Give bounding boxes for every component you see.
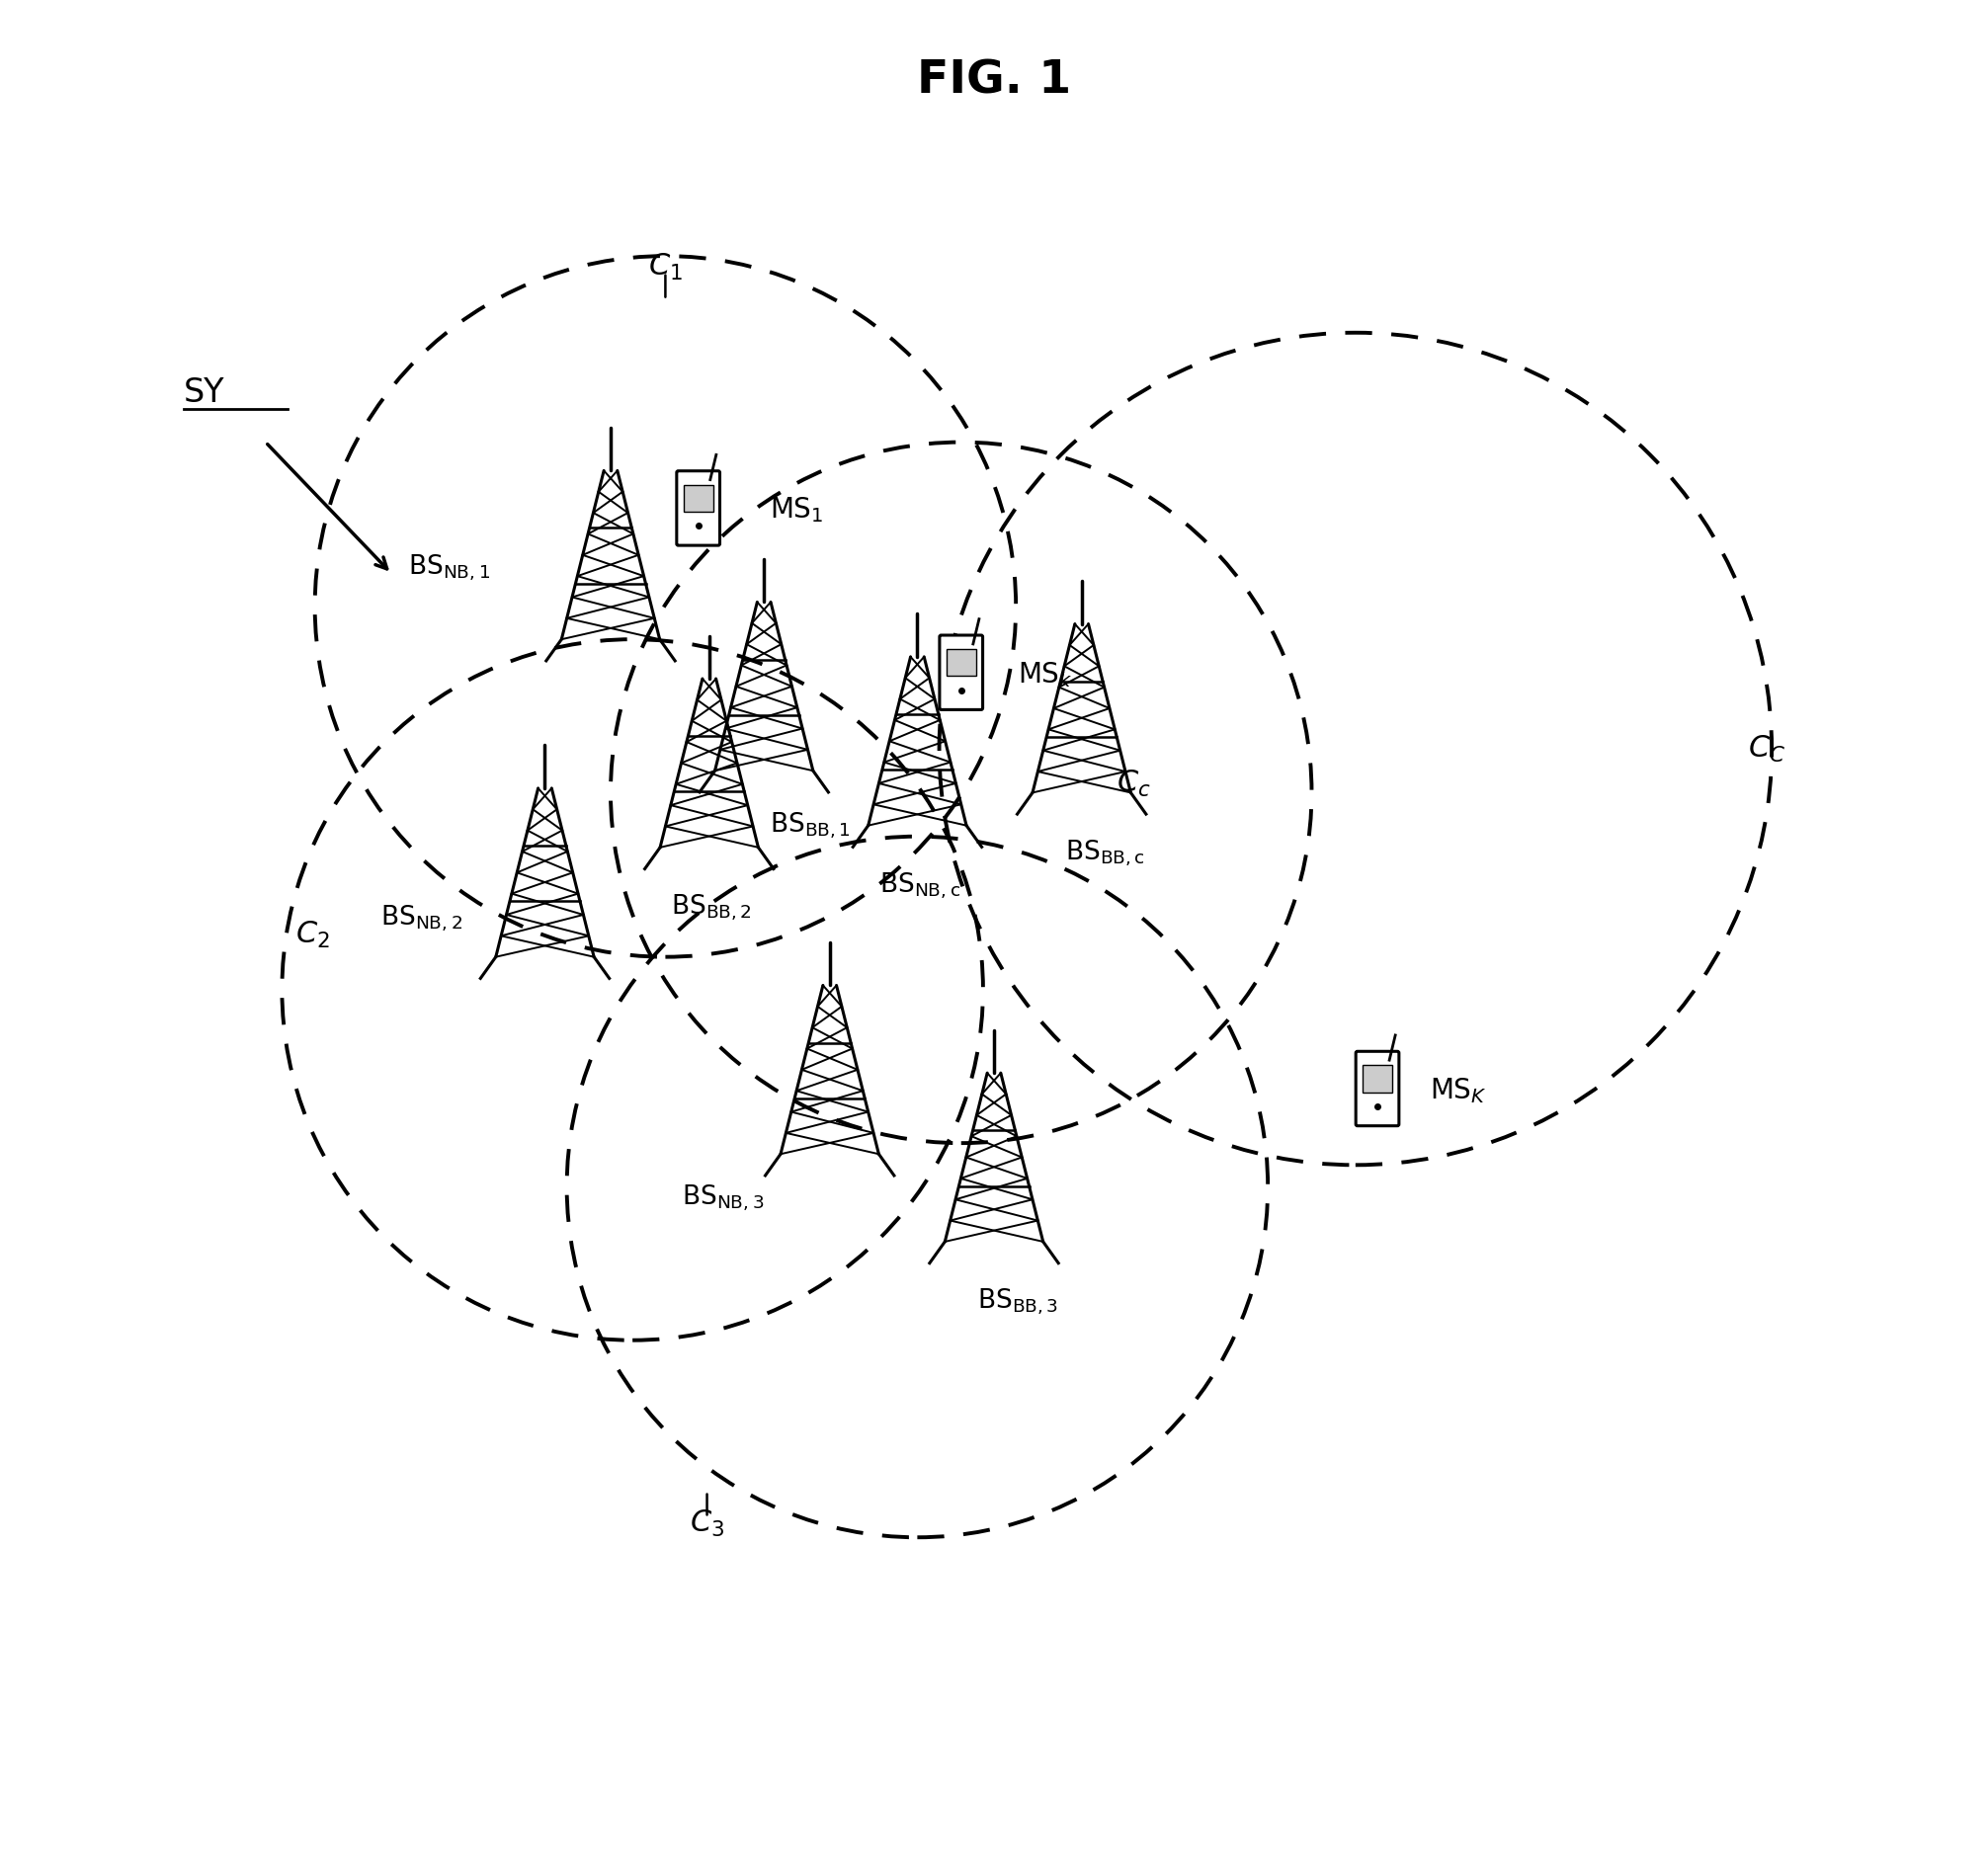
Text: $\mathrm{BS}_{\mathrm{BB,2}}$: $\mathrm{BS}_{\mathrm{BB,2}}$ bbox=[670, 892, 751, 922]
Text: $\mathrm{BS}_{\mathrm{NB,c}}$: $\mathrm{BS}_{\mathrm{NB,c}}$ bbox=[879, 871, 960, 901]
Text: $\mathrm{BS}_{\mathrm{BB,3}}$: $\mathrm{BS}_{\mathrm{BB,3}}$ bbox=[978, 1287, 1060, 1316]
Text: $\mathrm{BS}_{\mathrm{NB,2}}$: $\mathrm{BS}_{\mathrm{NB,2}}$ bbox=[380, 903, 463, 933]
Text: SY: SY bbox=[183, 376, 225, 410]
Bar bbox=[1362, 1066, 1392, 1092]
FancyBboxPatch shape bbox=[940, 636, 982, 711]
FancyBboxPatch shape bbox=[676, 471, 720, 546]
Text: $\mathrm{BS}_{\mathrm{BB,1}}$: $\mathrm{BS}_{\mathrm{BB,1}}$ bbox=[769, 810, 851, 840]
Text: FIG. 1: FIG. 1 bbox=[916, 58, 1072, 103]
Text: $\mathrm{MS}_1$: $\mathrm{MS}_1$ bbox=[769, 496, 823, 525]
Bar bbox=[684, 484, 714, 512]
Text: $\mathrm{BS}_{\mathrm{NB,1}}$: $\mathrm{BS}_{\mathrm{NB,1}}$ bbox=[408, 554, 489, 583]
Text: $\mathrm{BS}_{\mathrm{BB,c}}$: $\mathrm{BS}_{\mathrm{BB,c}}$ bbox=[1066, 838, 1145, 868]
Text: $C_1$: $C_1$ bbox=[648, 252, 682, 282]
Text: $C_3$: $C_3$ bbox=[690, 1509, 724, 1539]
Bar bbox=[946, 649, 976, 675]
Text: $\mathrm{MS}_k$: $\mathrm{MS}_k$ bbox=[1018, 660, 1074, 688]
Text: $\mathrm{MS}_K$: $\mathrm{MS}_K$ bbox=[1429, 1075, 1487, 1105]
Text: $C_c$: $C_c$ bbox=[1117, 769, 1151, 798]
Text: $\mathrm{BS}_{\mathrm{NB,3}}$: $\mathrm{BS}_{\mathrm{NB,3}}$ bbox=[682, 1184, 763, 1214]
Text: $C_2$: $C_2$ bbox=[294, 920, 330, 950]
Text: $C_C$: $C_C$ bbox=[1747, 733, 1785, 765]
FancyBboxPatch shape bbox=[1356, 1051, 1400, 1126]
